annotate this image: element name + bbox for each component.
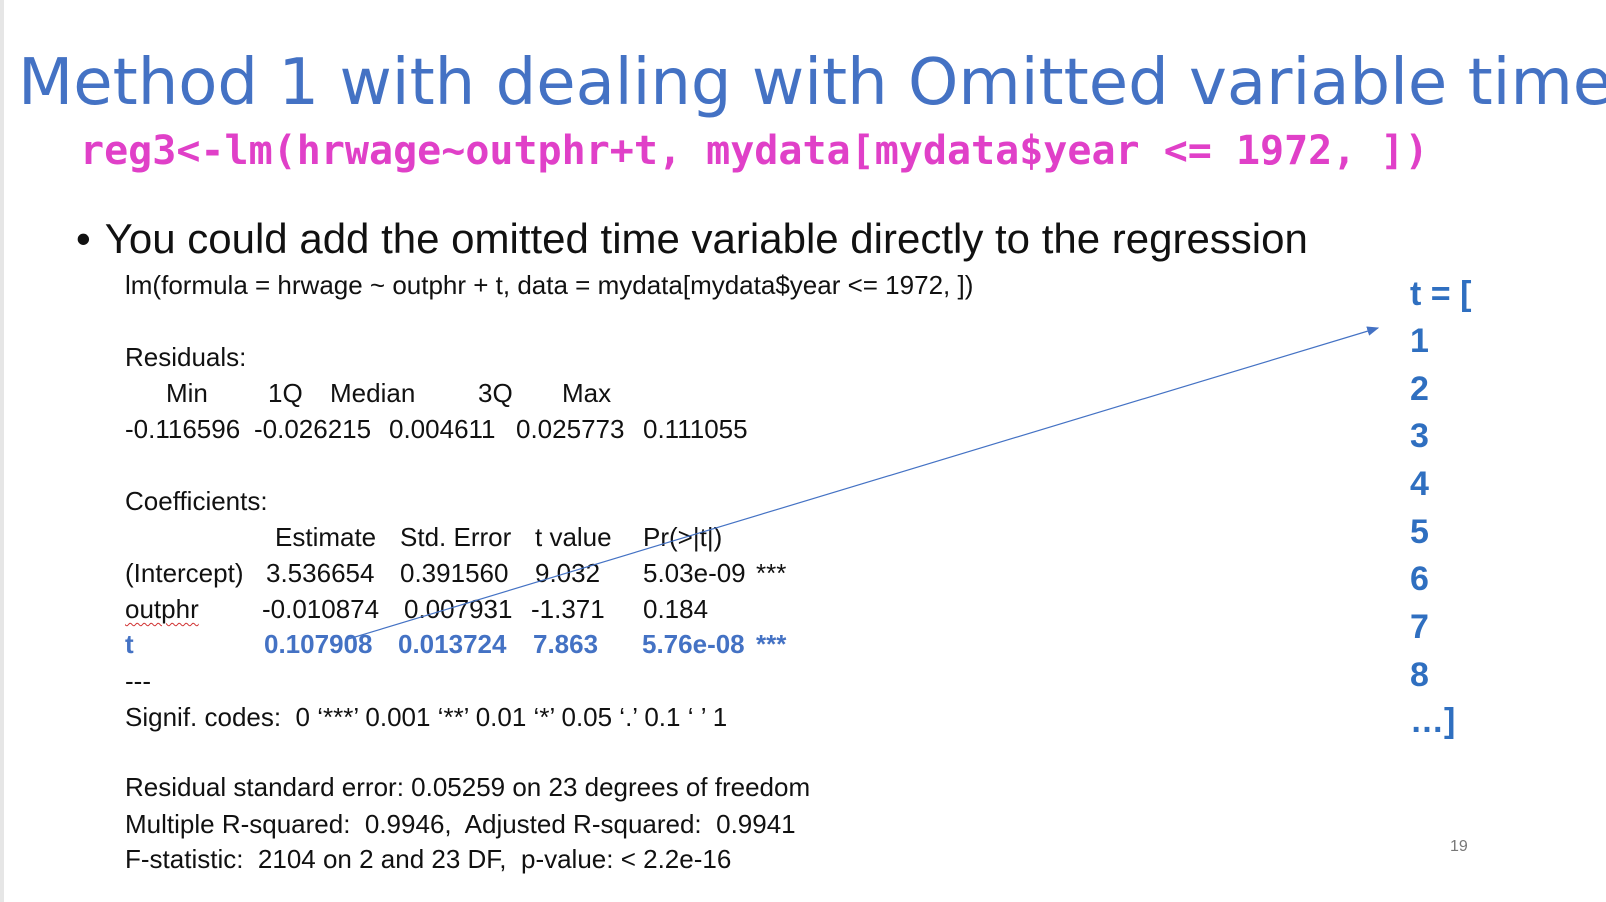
slide-left-border: [0, 0, 4, 902]
t-vector-value: 4: [1410, 465, 1429, 503]
coef-row-intercept-signif: ***: [756, 558, 787, 588]
bullet-text: You could add the omitted time variable …: [104, 215, 1308, 262]
residual-1q: -0.026215: [254, 414, 372, 444]
t-vector-value: 1: [1410, 322, 1429, 360]
residual-min: -0.116596: [125, 414, 241, 444]
lm-call: lm(formula = hrwage ~ outphr + t, data =…: [125, 270, 974, 300]
coef-row-t-estimate: 0.107908: [264, 629, 373, 659]
coef-row-t-name: t: [125, 629, 134, 659]
coef-row-intercept-estimate: 3.536654: [266, 558, 375, 588]
t-vector-header: t = [: [1410, 275, 1472, 313]
coef-row-outphr-name: outphr: [125, 594, 199, 624]
residuals-header-1q: 1Q: [268, 378, 303, 408]
coef-header-t-value: t value: [535, 522, 612, 552]
residual-standard-error: Residual standard error: 0.05259 on 23 d…: [125, 772, 811, 802]
residuals-header-max: Max: [562, 378, 612, 408]
coef-row-t-std-error: 0.013724: [398, 629, 507, 659]
t-vector-value: 3: [1410, 417, 1429, 455]
signif-codes: Signif. codes: 0 ‘***’ 0.001 ‘**’ 0.01 ‘…: [125, 702, 728, 732]
residual-3q: 0.025773: [516, 414, 625, 444]
residuals-header-min: Min: [166, 378, 208, 408]
separator: ---: [125, 666, 151, 696]
residuals-header-3q: 3Q: [478, 378, 513, 408]
residual-median: 0.004611: [389, 414, 496, 444]
coef-row-intercept-std-error: 0.391560: [400, 558, 509, 588]
r-code-line: reg3<-lm(hrwage~outphr+t, mydata[mydata$…: [80, 128, 1429, 174]
coef-row-t-t-value: 7.863: [533, 629, 599, 659]
r-squared: Multiple R-squared: 0.9946, Adjusted R-s…: [125, 809, 796, 839]
residuals-header-median: Median: [330, 378, 416, 408]
coef-row-t-p-value: 5.76e-08: [642, 629, 745, 659]
t-vector-value: 5: [1410, 513, 1429, 551]
coefficients-label: Coefficients:: [125, 486, 268, 516]
coef-header-std-error: Std. Error: [400, 522, 512, 552]
f-statistic: F-statistic: 2104 on 2 and 23 DF, p-valu…: [125, 844, 732, 874]
coef-row-outphr-p-value: 0.184: [643, 594, 709, 624]
bullet-dot: •: [76, 215, 91, 262]
coef-row-outphr-t-value: -1.371: [531, 594, 605, 624]
coef-row-outphr-estimate: -0.010874: [262, 594, 380, 624]
residual-max: 0.111055: [643, 414, 748, 444]
t-vector-value: 6: [1410, 560, 1429, 598]
t-vector-value: 7: [1410, 608, 1429, 646]
bullet-item: • You could add the omitted time variable…: [76, 215, 1308, 263]
slide-title: Method 1 with dealing with Omitted varia…: [18, 46, 1606, 120]
coef-header-p-value: Pr(>|t|): [643, 522, 723, 552]
coef-row-intercept-p-value: 5.03e-09: [643, 558, 746, 588]
coef-header-estimate: Estimate: [275, 522, 377, 552]
coef-row-t-signif: ***: [756, 629, 787, 659]
t-vector-value: 2: [1410, 370, 1429, 408]
t-vector-footer: …]: [1410, 702, 1456, 740]
coef-row-outphr-std-error: 0.007931: [404, 594, 513, 624]
t-vector-value: 8: [1410, 656, 1429, 694]
residuals-label: Residuals:: [125, 342, 247, 372]
page-number: 19: [1450, 838, 1468, 855]
coef-row-intercept-name: (Intercept): [125, 558, 244, 588]
